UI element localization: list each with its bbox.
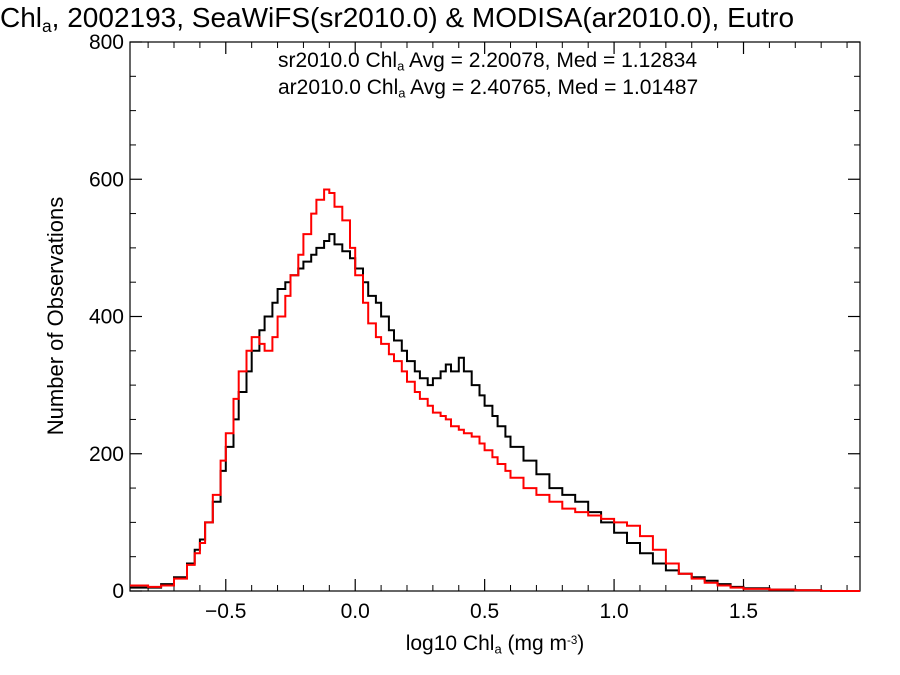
y-tick-label: 0 [112, 580, 124, 603]
x-tick-label: 0.0 [341, 600, 370, 623]
y-tick-label: 200 [89, 443, 124, 466]
axis-ticks [130, 41, 860, 592]
plot-frame [129, 41, 861, 592]
y-tick-label: 400 [89, 306, 124, 329]
legend-entry-ar2010: ar2010.0 Chla Avg = 2.40765, Med = 1.014… [278, 76, 699, 101]
series-ar2010-line [130, 188, 860, 592]
series-sr2010-line [130, 233, 860, 592]
x-axis-label: log10 Chla (mg m-3) [405, 632, 585, 657]
series-group [130, 188, 860, 592]
y-tick-label: 800 [89, 31, 124, 54]
x-tick-label: 0.5 [470, 600, 499, 623]
x-tick-label: −0.5 [205, 600, 246, 623]
legend-entry-sr2010: sr2010.0 Chla Avg = 2.20078, Med = 1.128… [278, 49, 698, 74]
y-tick-label: 600 [89, 168, 124, 191]
plot-border [129, 41, 861, 592]
axis-tick-labels: −0.5 0.0 0.5 1.0 1.5 0 200 400 600 800 [89, 31, 758, 623]
x-tick-label: 1.5 [729, 600, 758, 623]
chart-title: Chla, 2002193, SeaWiFS(sr2010.0) & MODIS… [0, 2, 795, 36]
x-tick-label: 1.0 [599, 600, 628, 623]
